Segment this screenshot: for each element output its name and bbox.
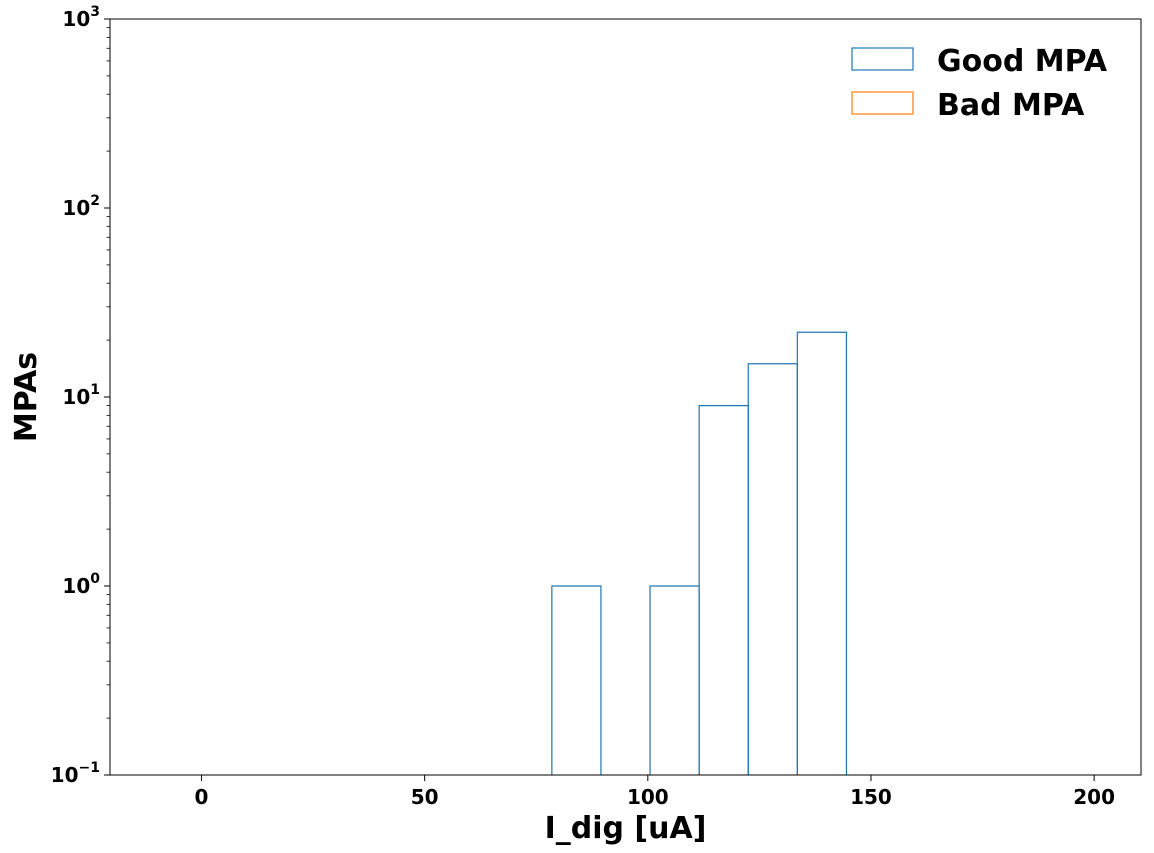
y-tick-label-3: 102 (62, 193, 100, 220)
histogram-bar-0-3 (698, 405, 749, 775)
histogram-bar-0-2 (649, 585, 700, 775)
y-tick-label-4: 103 (62, 4, 100, 31)
histogram-bar-0-5 (796, 331, 848, 775)
histogram-bar-0-4 (747, 363, 798, 775)
legend-label-bad: Bad MPA (937, 88, 1085, 123)
legend: Good MPA Bad MPA (851, 44, 1108, 123)
x-tick-label-2: 100 (627, 785, 669, 809)
y-axis-ticks: 10−1 100 101 102 103 (51, 4, 110, 787)
y-axis-title: MPAs (9, 352, 44, 442)
legend-swatch-good (851, 47, 914, 71)
legend-label-good: Good MPA (937, 44, 1108, 79)
x-tick-label-4: 200 (1073, 785, 1115, 809)
x-tick-label-1: 50 (411, 785, 439, 809)
x-tick-label-3: 150 (850, 785, 892, 809)
y-tick-label-2: 101 (62, 382, 100, 409)
x-axis-title: I_dig [uA] (545, 811, 707, 846)
plot-area (551, 331, 848, 775)
y-tick-label-1: 100 (62, 571, 100, 598)
x-tick-label-0: 0 (195, 785, 209, 809)
y-tick-label-0: 10−1 (51, 760, 100, 787)
legend-swatch-bad (851, 91, 914, 115)
x-axis-ticks: 0 50 100 150 200 (195, 775, 1115, 809)
axes-frame (109, 18, 1142, 776)
histogram-bar-0-0 (551, 585, 602, 775)
